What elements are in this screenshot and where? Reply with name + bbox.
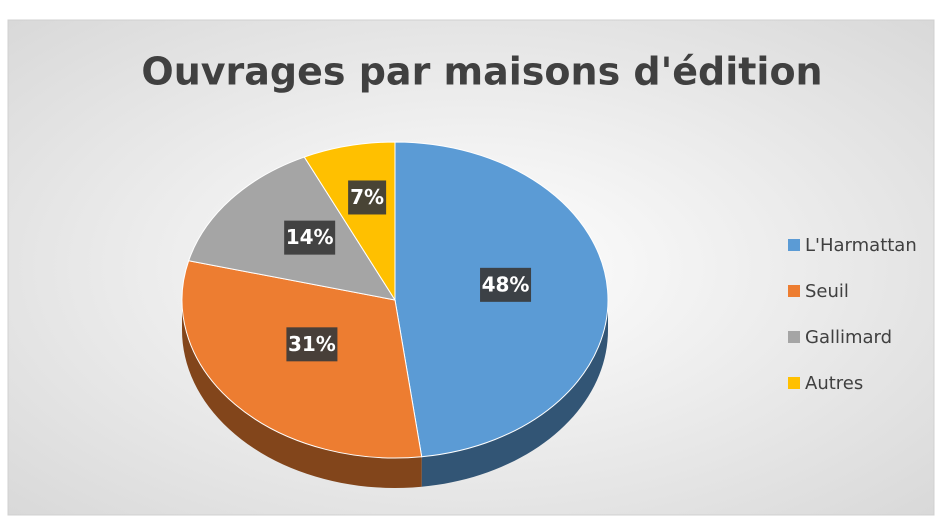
- data-label-box: [286, 327, 338, 362]
- data-label: 48%: [482, 272, 530, 296]
- legend-swatch: [788, 331, 800, 343]
- data-label-box: [348, 180, 387, 215]
- data-label: 7%: [350, 185, 384, 209]
- legend-swatch: [788, 239, 800, 251]
- chart-title: Ouvrages par maisons d'édition: [141, 50, 822, 94]
- legend-swatch: [788, 285, 800, 297]
- legend-label: L'Harmattan: [805, 235, 917, 256]
- pie-slice-side: [182, 300, 422, 488]
- data-label: 31%: [288, 332, 336, 356]
- legend-label: Autres: [805, 373, 863, 394]
- data-label-box: [284, 220, 336, 255]
- pie-slice-side: [421, 300, 608, 487]
- legend-label: Seuil: [805, 281, 849, 302]
- data-label: 14%: [286, 225, 334, 249]
- legend-label: Gallimard: [805, 327, 892, 348]
- data-label-box: [480, 267, 532, 302]
- legend-swatch: [788, 377, 800, 389]
